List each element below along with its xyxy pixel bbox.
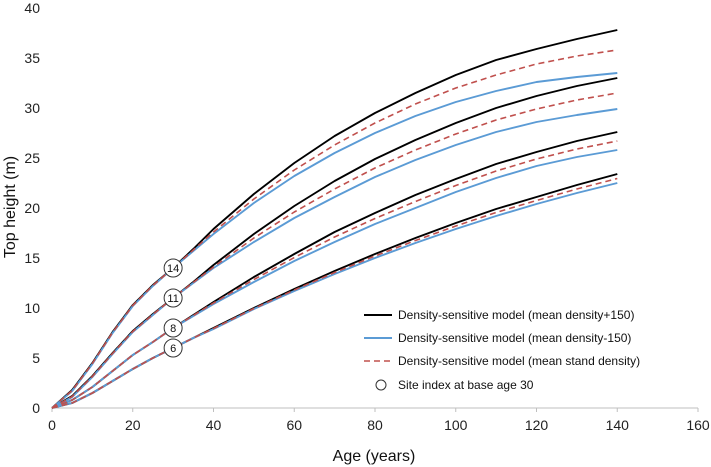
site-index-marker-label: 6: [170, 343, 176, 355]
x-tick-label: 100: [444, 417, 468, 433]
axes: 0 20 40 60 80 100 120 140 160 0 5 10 15 20 25 30 35 40: [24, 0, 709, 433]
x-tick-label: 140: [606, 417, 630, 433]
x-tick-label: 20: [125, 417, 141, 433]
x-tick-label: 160: [686, 417, 710, 433]
x-tick-label: 0: [48, 417, 56, 433]
series-1-curve-0: [51, 72, 618, 409]
y-tick-label: 20: [24, 200, 40, 216]
site-index-marker-label: 14: [167, 263, 179, 275]
series-2-curve-1: [51, 92, 618, 409]
x-tick-label: 40: [206, 417, 222, 433]
x-tick-label: 80: [367, 417, 383, 433]
y-tick-label: 0: [32, 400, 40, 416]
legend-background: [354, 303, 690, 399]
y-tick-label: 5: [32, 350, 40, 366]
site-index-marker: [163, 318, 183, 338]
series-2-curve-0: [51, 49, 618, 409]
site-index-marker-label: 11: [167, 293, 178, 305]
y-tick-label: 10: [24, 300, 40, 316]
x-axis-title: Age (years): [333, 448, 416, 465]
y-tick-label: 15: [24, 250, 40, 266]
site-index-marker: [163, 258, 183, 278]
x-tick-label: 120: [525, 417, 549, 433]
site-index-marker-label: 8: [170, 323, 176, 335]
y-tick-label: 35: [24, 50, 40, 66]
series-2-curve-2: [51, 140, 618, 409]
legend-swatch-site-index: [375, 379, 387, 391]
x-tick-label: 60: [286, 417, 302, 433]
legend: Density-sensitive model (mean density+15…: [354, 303, 690, 399]
legend-label-mean-density: Density-sensitive model (mean stand dens…: [398, 354, 640, 368]
legend-label-site-index: Site index at base age 30: [398, 378, 534, 392]
y-tick-label: 40: [24, 0, 40, 16]
series-2-curve-3: [51, 177, 618, 409]
y-tick-label: 25: [24, 150, 40, 166]
curves: [51, 29, 618, 409]
legend-label-density-minus: Density-sensitive model (mean density-15…: [398, 331, 631, 345]
y-axis-title: Top height (m): [2, 156, 19, 258]
site-index-marker: [163, 288, 183, 308]
site-index-markers: 14 11 8 6: [163, 258, 183, 358]
site-index-marker: [163, 338, 183, 358]
y-tick-label: 30: [24, 100, 40, 116]
legend-label-density-plus: Density-sensitive model (mean density+15…: [398, 308, 634, 322]
